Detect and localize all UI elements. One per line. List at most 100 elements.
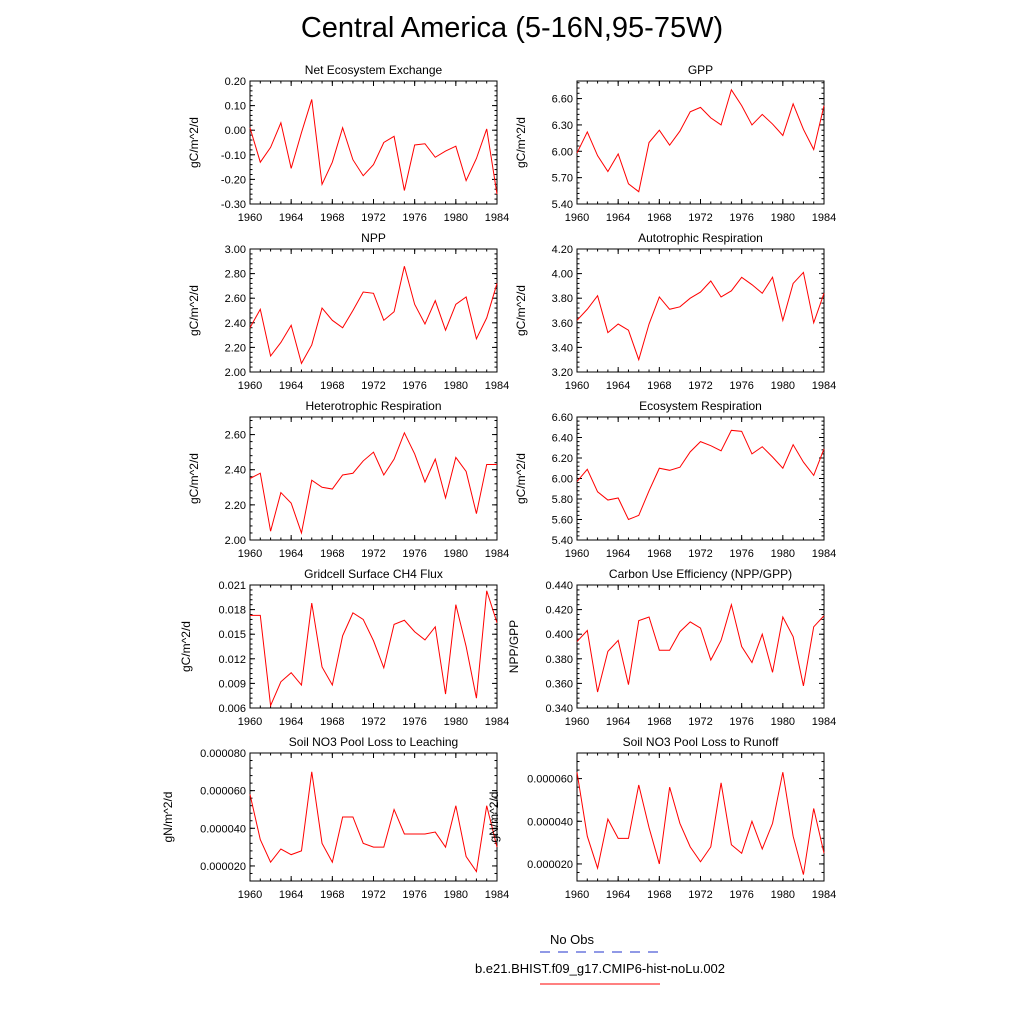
x-tick-label: 1964 [279,212,303,224]
y-tick-label: 0.000040 [527,816,573,828]
plot-frame [576,80,825,205]
y-tick-label: 4.00 [552,269,573,281]
x-tick-label: 1960 [565,716,589,728]
x-tick-label: 1976 [729,380,753,392]
y-tick-label: -0.10 [221,150,246,162]
series-line-0 [576,429,825,521]
plot-frame [249,752,498,882]
y-axis-label: gC/m^2/d [514,453,528,504]
x-tick-label: 1984 [485,716,509,728]
y-axis-label: NPP/GPP [507,620,521,673]
x-tick-label: 1984 [485,380,509,392]
x-tick-label: 1980 [771,212,795,224]
x-tick-label: 1984 [812,380,836,392]
y-axis-label: gC/m^2/d [514,117,528,168]
panel-title: Net Ecosystem Exchange [305,63,443,77]
x-tick-label: 1960 [238,889,262,901]
y-tick-label: 0.340 [545,703,573,715]
y-tick-label: 0.018 [218,605,246,617]
x-tick-label: 1972 [361,212,385,224]
y-tick-label: 3.80 [552,293,573,305]
y-tick-label: 0.400 [545,629,573,641]
panel-title: Soil NO3 Pool Loss to Leaching [289,735,458,749]
y-tick-label: 6.30 [552,120,573,132]
x-tick-label: 1984 [485,889,509,901]
x-tick-label: 1984 [485,212,509,224]
y-tick-label: 0.420 [545,605,573,617]
x-tick-label: 1976 [729,716,753,728]
y-tick-label: 2.20 [225,500,246,512]
series-line-0 [576,772,825,875]
x-tick-label: 1964 [606,380,630,392]
x-tick-label: 1980 [444,716,468,728]
chart-panel-5: Ecosystem Respiration gC/m^2/d 5.40 5.60 5.8… [514,399,836,560]
plot-frame [576,416,825,541]
y-tick-label: 5.40 [552,535,573,547]
plot-frame [576,248,825,373]
x-tick-label: 1964 [606,889,630,901]
x-tick-label: 1960 [238,716,262,728]
x-tick-label: 1968 [647,548,671,560]
y-tick-label: 3.40 [552,342,573,354]
y-tick-label: 6.40 [552,433,573,445]
x-tick-label: 1964 [279,548,303,560]
x-tick-label: 1976 [402,889,426,901]
y-tick-label: 0.10 [225,101,246,113]
series-line-0 [576,88,825,193]
y-tick-label: 0.20 [225,76,246,88]
chart-panel-2: NPP gC/m^2/d 2.00 2.20 2.40 2.60 2.80 3.00 1960 1… [187,231,509,392]
x-tick-label: 1984 [812,212,836,224]
y-axis-label: gN/m^2/d [161,792,175,843]
y-tick-label: 0.000040 [200,823,246,835]
x-tick-label: 1972 [688,548,712,560]
x-tick-label: 1980 [444,380,468,392]
chart-panel-1: GPP gC/m^2/d 5.40 5.70 6.00 6.30 6.60 1960 1964 1… [514,63,836,224]
series-line-0 [249,266,498,365]
series-line-0 [249,771,498,873]
y-tick-label: 2.40 [225,318,246,330]
chart-panel-6: Gridcell Surface CH4 Flux gC/m^2/d 0.006 0.… [179,567,509,728]
x-tick-label: 1984 [485,548,509,560]
y-tick-label: 2.20 [225,342,246,354]
y-tick-label: 0.440 [545,580,573,592]
x-tick-label: 1972 [361,380,385,392]
x-tick-label: 1972 [688,212,712,224]
legend-model-swatch [540,983,660,985]
y-tick-label: 3.00 [225,244,246,256]
y-tick-label: 0.380 [545,654,573,666]
x-tick-label: 1968 [320,889,344,901]
panel-title: Carbon Use Efficiency (NPP/GPP) [609,567,792,581]
x-tick-label: 1964 [606,212,630,224]
x-tick-label: 1984 [812,889,836,901]
page-title: Central America (5-16N,95-75W) [300,12,724,44]
x-tick-label: 1964 [279,716,303,728]
y-tick-label: 0.000020 [200,861,246,873]
x-tick-label: 1972 [688,380,712,392]
legend-obs-swatch [540,951,660,953]
panel-title: Soil NO3 Pool Loss to Runoff [623,735,780,749]
chart-panel-8: Soil NO3 Pool Loss to Leaching gN/m^2/d 0.… [161,735,509,901]
y-tick-label: 0.021 [218,580,246,592]
y-tick-label: 4.20 [552,244,573,256]
x-tick-label: 1968 [320,548,344,560]
y-tick-label: 3.60 [552,318,573,330]
x-tick-label: 1960 [565,212,589,224]
y-tick-label: 0.015 [218,629,246,641]
x-tick-label: 1972 [688,889,712,901]
y-tick-label: 0.000020 [527,859,573,871]
x-tick-label: 1972 [361,548,385,560]
y-tick-label: 0.006 [218,703,246,715]
y-tick-label: 0.000080 [200,748,246,760]
y-axis-label: gC/m^2/d [187,453,201,504]
x-tick-label: 1980 [444,889,468,901]
x-tick-label: 1976 [729,889,753,901]
x-tick-label: 1980 [771,380,795,392]
x-tick-label: 1960 [565,889,589,901]
y-tick-label: 6.00 [552,474,573,486]
y-tick-label: 2.60 [225,430,246,442]
y-tick-label: 6.00 [552,146,573,158]
plot-frame [249,416,498,541]
y-axis-label: gN/m^2/d [487,792,501,843]
y-tick-label: 2.40 [225,465,246,477]
